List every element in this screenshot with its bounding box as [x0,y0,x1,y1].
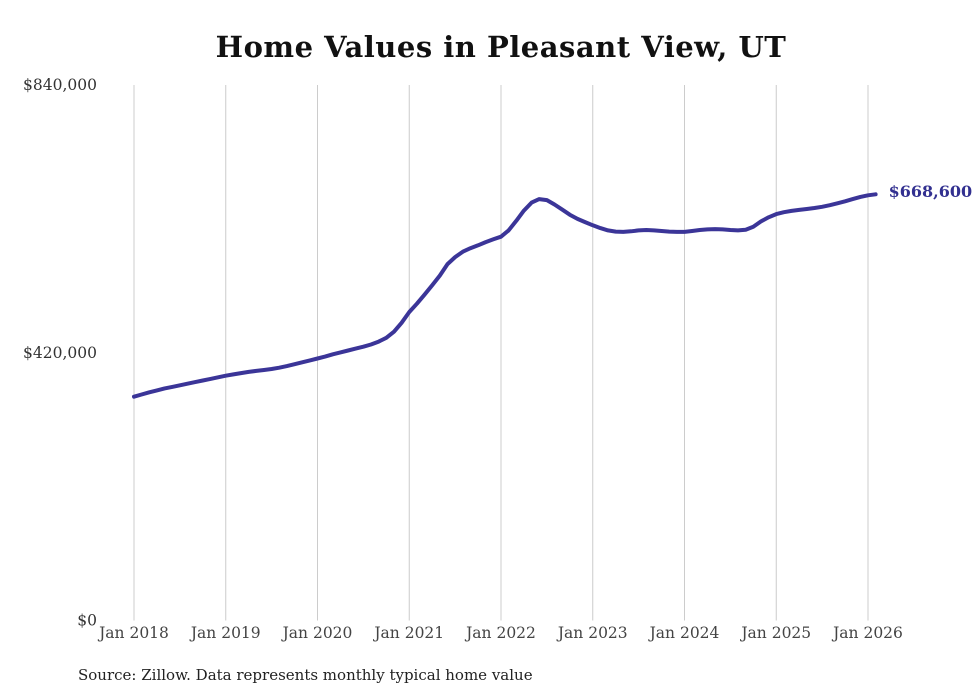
y-tick-label: $420,000 [23,344,97,362]
x-tick-label: Jan 2019 [189,624,261,642]
x-tick-label: Jan 2020 [281,624,353,642]
x-tick-label: Jan 2021 [372,624,444,642]
home-value-line [132,192,878,399]
x-tick-label: Jan 2023 [556,624,628,642]
x-tick-label: Jan 2018 [97,624,169,642]
y-tick-label: $0 [77,612,97,630]
x-tick-label: Jan 2026 [831,624,903,642]
y-tick-label: $840,000 [23,76,97,94]
current-value-label: $668,600 [889,182,973,201]
source-note: Source: Zillow. Data represents monthly … [78,666,533,684]
chart-title: Home Values in Pleasant View, UT [215,30,787,64]
x-tick-label: Jan 2025 [739,624,811,642]
x-tick-label: Jan 2022 [464,624,536,642]
x-tick-label: Jan 2024 [648,624,720,642]
